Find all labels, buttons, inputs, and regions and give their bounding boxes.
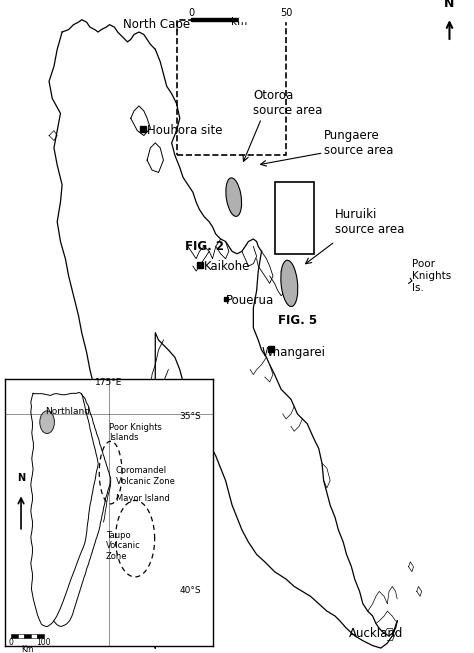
Text: N: N — [444, 0, 455, 10]
Text: Huruiki
source area: Huruiki source area — [335, 208, 404, 236]
Text: FIG. 2: FIG. 2 — [185, 240, 224, 253]
Text: Houhora site: Houhora site — [147, 124, 223, 137]
Text: Whangarei: Whangarei — [262, 346, 326, 359]
Text: Otoroa
source area: Otoroa source area — [253, 89, 323, 118]
Text: 100: 100 — [36, 638, 51, 646]
Text: Km: Km — [21, 645, 34, 653]
Text: N: N — [17, 473, 25, 483]
Text: Auckland: Auckland — [349, 627, 403, 640]
Text: 0: 0 — [188, 8, 194, 18]
Text: FIG. 5: FIG. 5 — [278, 314, 317, 327]
Text: Poor
Knights
Is.: Poor Knights Is. — [412, 259, 451, 293]
Text: 40°S: 40°S — [180, 586, 201, 596]
Text: 50: 50 — [280, 8, 292, 18]
Bar — [274, 182, 314, 254]
Text: 175°E: 175°E — [95, 378, 123, 387]
Text: 35°S: 35°S — [180, 413, 201, 421]
Ellipse shape — [40, 411, 55, 434]
Text: Coromandel
Volcanic Zone: Coromandel Volcanic Zone — [116, 466, 174, 486]
Text: km: km — [230, 17, 247, 27]
Text: Mayor Island: Mayor Island — [116, 494, 169, 503]
Text: Northland: Northland — [46, 407, 91, 416]
Bar — [176, 20, 286, 155]
Text: Taupo
Volcanic
Zone: Taupo Volcanic Zone — [106, 531, 140, 560]
Ellipse shape — [226, 178, 242, 216]
Text: Poor Knights
Islands: Poor Knights Islands — [109, 423, 162, 442]
Text: Kaikohe: Kaikohe — [204, 260, 251, 273]
Text: 0: 0 — [9, 638, 14, 646]
Ellipse shape — [281, 261, 298, 306]
Text: North Cape: North Cape — [123, 18, 190, 31]
Text: Pungaere
source area: Pungaere source area — [324, 129, 393, 157]
Text: Pouerua: Pouerua — [226, 294, 274, 307]
